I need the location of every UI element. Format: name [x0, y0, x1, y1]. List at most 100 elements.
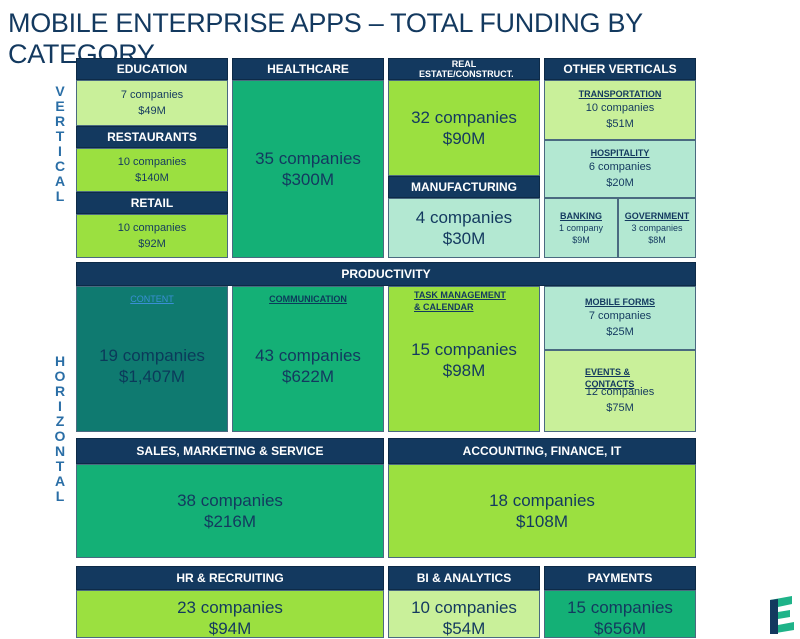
hr-recruiting-header: HR & RECRUITING [76, 566, 384, 590]
communication-companies: 43 companies [255, 346, 361, 365]
content-cell: CONTENT 19 companies $1,407M [76, 286, 228, 432]
payments-header: PAYMENTS [544, 566, 696, 590]
bi-analytics-funding: $54M [442, 619, 486, 638]
hr-recruiting-cell: 23 companies $94M [76, 590, 384, 638]
healthcare-cell: 35 companies $300M [232, 80, 384, 258]
restaurants-companies: 10 companies [117, 156, 187, 168]
restaurants-cell: 10 companies $140M [76, 148, 228, 192]
banking-cell: BANKING 1 company $9M [544, 198, 618, 258]
other-verticals-header: OTHER VERTICALS [544, 58, 696, 80]
payments-funding: $656M [594, 619, 646, 638]
vertical-letter: C [54, 158, 66, 174]
sales-marketing-cell: 38 companies $216M [76, 464, 384, 558]
retail-header: RETAIL [76, 192, 228, 214]
education-funding: $49M [138, 105, 166, 117]
vertical-letter: A [54, 173, 66, 189]
bi-analytics-header: BI & ANALYTICS [388, 566, 540, 590]
government-funding: $8M [648, 235, 666, 245]
horizontal-letter: O [54, 428, 66, 444]
education-companies: 7 companies [120, 89, 184, 101]
restaurants-funding: $140M [135, 172, 169, 184]
healthcare-companies: 35 companies [255, 149, 361, 168]
hospitality-companies: 6 companies [588, 161, 652, 173]
transportation-cell: TRANSPORTATION 10 companies $51M [544, 80, 696, 140]
retail-cell: 10 companies $92M [76, 214, 228, 258]
real-estate-header-text: REAL ESTATE/CONSTRUCT. [419, 59, 514, 79]
communication-funding: $622M [282, 367, 334, 386]
horizontal-letter: T [55, 458, 65, 474]
horizontal-letter: I [58, 398, 62, 414]
real-estate-header: REAL ESTATE/CONSTRUCT. [388, 58, 540, 80]
communication-label: COMMUNICATION [269, 294, 347, 304]
horizontal-letter: Z [55, 413, 65, 429]
education-cell: 7 companies $49M [76, 80, 228, 126]
horizontal-letter: A [54, 473, 66, 489]
banking-companies: 1 company [558, 223, 604, 233]
government-companies: 3 companies [631, 223, 683, 233]
sales-marketing-funding: $216M [204, 512, 256, 531]
retail-funding: $92M [138, 238, 166, 250]
transportation-label: TRANSPORTATION [578, 89, 662, 99]
vertical-letter: R [54, 113, 66, 129]
page-title: MOBILE ENTERPRISE APPS – TOTAL FUNDING B… [8, 8, 643, 69]
content-companies: 19 companies [99, 346, 205, 365]
accounting-funding: $108M [516, 512, 568, 531]
hospitality-funding: $20M [606, 177, 634, 189]
healthcare-funding: $300M [282, 170, 334, 189]
horizontal-letter: N [54, 443, 66, 459]
hr-recruiting-funding: $94M [208, 619, 252, 638]
vertical-letter: T [55, 128, 65, 144]
hr-recruiting-companies: 23 companies [177, 598, 283, 617]
vertical-letter: I [58, 143, 62, 159]
task-management-funding: $98M [442, 361, 486, 380]
horizontal-letter: R [54, 383, 66, 399]
brand-logo-icon [770, 596, 794, 634]
bi-analytics-companies: 10 companies [411, 598, 517, 617]
accounting-companies: 18 companies [489, 491, 595, 510]
payments-companies: 15 companies [567, 598, 673, 617]
government-label: GOVERNMENT [624, 211, 690, 221]
banking-funding: $9M [572, 235, 590, 245]
manufacturing-funding: $30M [442, 229, 486, 248]
government-cell: GOVERNMENT 3 companies $8M [618, 198, 696, 258]
events-contacts-companies: 12 companies [585, 386, 655, 398]
healthcare-header: HEALTHCARE [232, 58, 384, 80]
hospitality-cell: HOSPITALITY 6 companies $20M [544, 140, 696, 198]
horizontal-letter: H [54, 353, 66, 369]
manufacturing-companies: 4 companies [415, 208, 513, 227]
productivity-header: PRODUCTIVITY [76, 262, 696, 286]
retail-companies: 10 companies [117, 222, 187, 234]
accounting-header: ACCOUNTING, FINANCE, IT [388, 438, 696, 464]
mobile-forms-funding: $25M [606, 326, 634, 338]
events-contacts-cell: EVENTS & CONTACTS 12 companies $75M [544, 350, 696, 432]
content-label: CONTENT [130, 294, 174, 304]
accounting-cell: 18 companies $108M [388, 464, 696, 558]
real-estate-companies: 32 companies [411, 108, 517, 127]
real-estate-cell: 32 companies $90M [388, 80, 540, 176]
bi-analytics-cell: 10 companies $54M [388, 590, 540, 638]
mobile-forms-label: MOBILE FORMS [585, 297, 655, 307]
events-contacts-funding: $75M [606, 402, 634, 414]
restaurants-header: RESTAURANTS [76, 126, 228, 148]
mobile-forms-cell: MOBILE FORMS 7 companies $25M [544, 286, 696, 350]
horizontal-letter: O [54, 368, 66, 384]
transportation-funding: $51M [606, 118, 634, 130]
task-management-cell: TASK MANAGEMENT & CALENDAR 15 companies … [388, 286, 540, 432]
content-funding: $1,407M [118, 367, 186, 386]
task-management-label: TASK MANAGEMENT & CALENDAR [414, 290, 506, 312]
hospitality-label: HOSPITALITY [590, 148, 650, 158]
communication-cell: COMMUNICATION 43 companies $622M [232, 286, 384, 432]
events-contacts-label: EVENTS & CONTACTS [585, 367, 635, 389]
real-estate-funding: $90M [442, 129, 486, 148]
task-management-companies: 15 companies [411, 340, 517, 359]
vertical-letter: E [55, 98, 65, 114]
sales-marketing-header: SALES, MARKETING & SERVICE [76, 438, 384, 464]
education-header: EDUCATION [76, 58, 228, 80]
sales-marketing-companies: 38 companies [177, 491, 283, 510]
horizontal-letter: L [55, 488, 65, 504]
mobile-forms-companies: 7 companies [588, 310, 652, 322]
vertical-letter: V [55, 83, 65, 99]
manufacturing-header: MANUFACTURING [388, 176, 540, 198]
banking-label: BANKING [560, 211, 602, 221]
